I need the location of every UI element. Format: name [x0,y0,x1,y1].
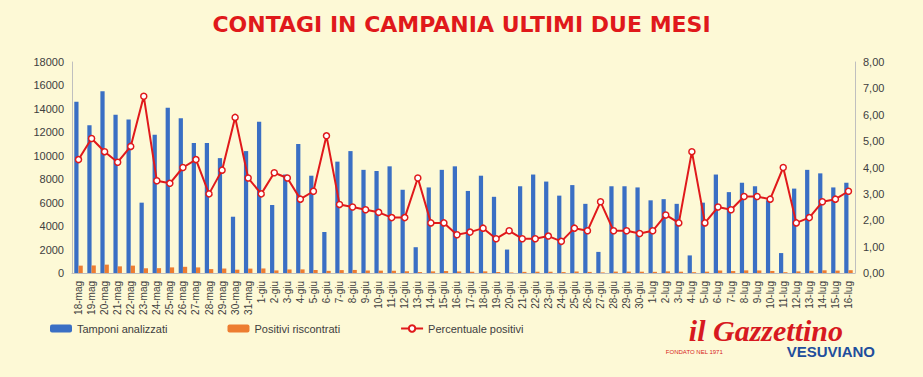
svg-text:7-lug: 7-lug [726,281,737,303]
svg-text:8-giu: 8-giu [347,281,358,303]
svg-text:4-giu: 4-giu [295,281,306,303]
svg-text:17-giu: 17-giu [465,281,476,309]
svg-text:20-giu: 20-giu [504,281,515,309]
svg-text:1-lug: 1-lug [647,281,658,303]
svg-text:25-mag: 25-mag [164,281,175,315]
svg-text:18000: 18000 [33,56,64,68]
svg-text:23-giu: 23-giu [543,281,554,309]
svg-text:26-giu: 26-giu [582,281,593,309]
svg-text:25-giu: 25-giu [569,281,580,309]
svg-text:29-mag: 29-mag [217,281,228,315]
svg-text:0,00: 0,00 [863,267,884,279]
svg-text:12-giu: 12-giu [399,281,410,309]
svg-text:8-lug: 8-lug [739,281,750,303]
svg-text:16000: 16000 [33,79,64,91]
svg-text:FONDATO NEL 1971: FONDATO NEL 1971 [666,349,724,355]
svg-text:22-giu: 22-giu [530,281,541,309]
svg-text:22-mag: 22-mag [125,281,136,315]
svg-text:29-giu: 29-giu [621,281,632,309]
svg-text:1-giu: 1-giu [256,281,267,303]
svg-text:26-mag: 26-mag [177,281,188,315]
svg-text:6-giu: 6-giu [321,281,332,303]
svg-text:30-giu: 30-giu [634,281,645,309]
svg-text:6000: 6000 [40,197,64,209]
svg-text:19-mag: 19-mag [86,281,97,315]
svg-text:27-giu: 27-giu [595,281,606,309]
svg-text:12-lug: 12-lug [791,281,802,309]
svg-text:5-lug: 5-lug [699,281,710,303]
svg-text:il Gazzettino: il Gazzettino [689,314,843,347]
svg-text:8,00: 8,00 [863,56,884,68]
svg-text:9-lug: 9-lug [752,281,763,303]
svg-text:28-mag: 28-mag [204,281,215,315]
svg-text:20-mag: 20-mag [99,281,110,315]
svg-text:4,00: 4,00 [863,162,884,174]
svg-text:24-giu: 24-giu [556,281,567,309]
svg-text:7-giu: 7-giu [334,281,345,303]
svg-text:3-lug: 3-lug [673,281,684,303]
svg-text:16-giu: 16-giu [451,281,462,309]
svg-text:Positivi riscontrati: Positivi riscontrati [254,323,340,335]
svg-text:1,00: 1,00 [863,241,884,253]
svg-text:10000: 10000 [33,150,64,162]
svg-text:Tamponi analizzati: Tamponi analizzati [77,323,168,335]
svg-text:7,00: 7,00 [863,82,884,94]
svg-text:18-mag: 18-mag [73,281,84,315]
svg-text:3,00: 3,00 [863,188,884,200]
svg-text:2-lug: 2-lug [660,281,671,303]
svg-text:2,00: 2,00 [863,214,884,226]
svg-text:11-lug: 11-lug [778,281,789,308]
svg-text:13-lug: 13-lug [804,281,815,309]
svg-text:24-mag: 24-mag [151,281,162,315]
svg-text:6,00: 6,00 [863,109,884,121]
svg-text:2-giu: 2-giu [269,281,280,303]
svg-text:10-giu: 10-giu [373,281,384,309]
svg-text:3-giu: 3-giu [282,281,293,303]
svg-text:28-giu: 28-giu [608,281,619,309]
svg-text:5-giu: 5-giu [308,281,319,303]
svg-text:14-lug: 14-lug [817,281,828,309]
svg-text:8000: 8000 [40,173,64,185]
svg-text:VESUVIANO: VESUVIANO [787,343,876,360]
svg-text:4-lug: 4-lug [686,281,697,303]
svg-text:Percentuale positivi: Percentuale positivi [428,323,523,335]
svg-text:4000: 4000 [40,220,64,232]
svg-text:21-mag: 21-mag [112,281,123,315]
svg-text:30-mag: 30-mag [230,281,241,315]
svg-text:13-giu: 13-giu [412,281,423,309]
svg-text:12000: 12000 [33,126,64,138]
svg-text:5,00: 5,00 [863,135,884,147]
svg-text:27-mag: 27-mag [190,281,201,315]
svg-text:9-giu: 9-giu [360,281,371,303]
svg-text:14000: 14000 [33,103,64,115]
svg-text:2000: 2000 [40,244,64,256]
svg-text:31-mag: 31-mag [243,281,254,315]
svg-text:CONTAGI IN CAMPANIA ULTIMI DUE: CONTAGI IN CAMPANIA ULTIMI DUE MESI [212,12,710,37]
svg-text:19-giu: 19-giu [491,281,502,309]
svg-text:10-lug: 10-lug [765,281,776,309]
svg-text:21-giu: 21-giu [517,281,528,309]
svg-text:16-lug: 16-lug [843,281,854,309]
svg-text:23-mag: 23-mag [138,281,149,315]
svg-text:11-giu: 11-giu [386,281,397,308]
svg-text:15-lug: 15-lug [830,281,841,309]
svg-text:0: 0 [58,267,64,279]
svg-text:15-giu: 15-giu [438,281,449,309]
svg-text:14-giu: 14-giu [425,281,436,309]
svg-text:18-giu: 18-giu [478,281,489,309]
svg-text:6-lug: 6-lug [712,281,723,303]
